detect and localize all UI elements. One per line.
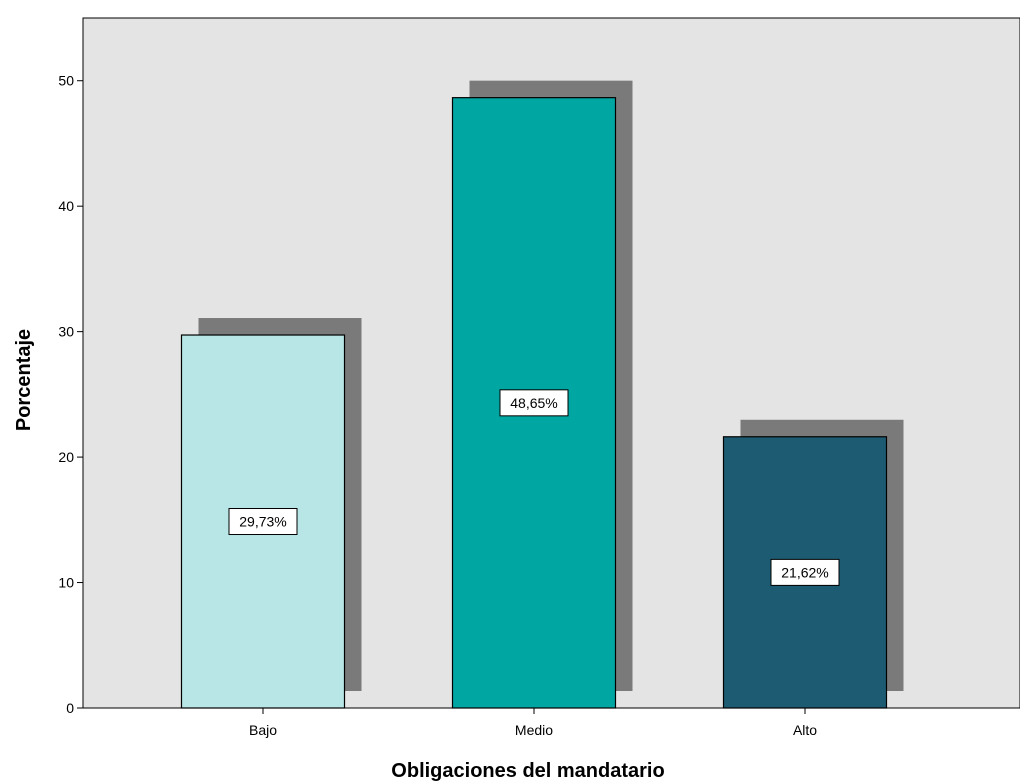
y-tick-label: 0 [66,700,74,716]
data-label-text: 21,62% [781,564,828,580]
x-tick-label: Bajo [249,722,277,738]
x-tick-label: Medio [515,722,553,738]
y-axis-title: Porcentaje [13,329,35,431]
y-tick-label: 20 [58,449,74,465]
x-axis-title: Obligaciones del mandatario [391,760,664,782]
data-label: 48,65% [499,389,569,417]
data-label: 29,73% [228,508,298,536]
x-tick-label: Alto [793,722,817,738]
y-tick-label: 10 [58,575,74,591]
data-label-text: 48,65% [510,395,557,411]
data-label-box [499,389,569,417]
data-label: 21,62% [770,558,840,586]
data-label-box [770,558,840,586]
y-tick-label: 30 [58,324,74,340]
data-label-text: 29,73% [239,514,286,530]
y-tick-label: 50 [58,73,74,89]
data-label-box [228,508,298,536]
y-tick-label: 40 [58,198,74,214]
